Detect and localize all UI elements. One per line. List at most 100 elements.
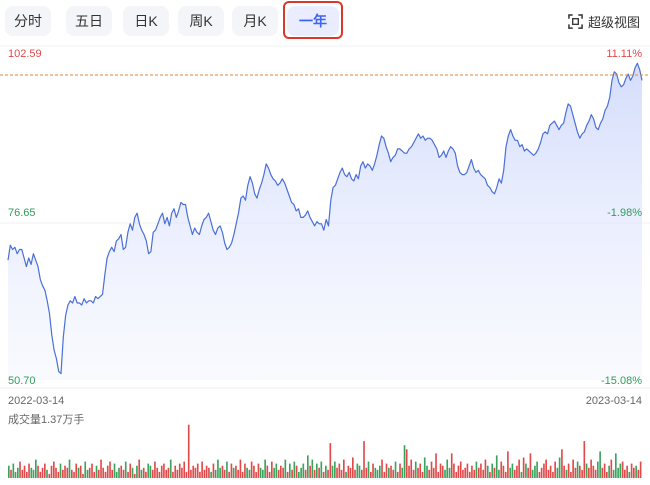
date-end-label: 2023-03-14 xyxy=(585,395,642,407)
volume-bar xyxy=(226,461,228,478)
volume-bar xyxy=(574,467,577,479)
volume-bar xyxy=(73,471,75,478)
volume-bar xyxy=(203,469,206,478)
volume-bar xyxy=(385,463,388,478)
volume-bar xyxy=(498,469,500,478)
volume-bar xyxy=(205,465,208,478)
tab-intraday[interactable]: 分时 xyxy=(5,6,51,36)
tab-monthly-k[interactable]: 月K xyxy=(232,6,278,36)
volume-bar xyxy=(120,465,123,478)
tab-one-year[interactable]: 一年 xyxy=(287,6,339,36)
volume-bar xyxy=(320,461,323,478)
volume-bar xyxy=(59,463,62,478)
volume-bar xyxy=(639,461,642,478)
volume-bar xyxy=(68,459,71,478)
volume-bar xyxy=(603,463,606,478)
volume-bar xyxy=(621,461,624,478)
volume-bar xyxy=(343,459,345,478)
volume-bar xyxy=(552,471,554,478)
tab-daily-k[interactable]: 日K xyxy=(123,6,169,36)
volume-bar xyxy=(304,469,307,478)
volume-bar xyxy=(448,467,451,479)
volume-bar xyxy=(309,465,311,478)
volume-bar xyxy=(401,467,404,479)
volume-bar xyxy=(280,465,282,478)
volume-bar xyxy=(21,469,24,478)
volume-bar xyxy=(100,459,102,478)
volume-bar xyxy=(268,471,271,478)
volume-bar xyxy=(390,465,392,478)
super-view-label: 超级视图 xyxy=(587,14,640,30)
volume-bar xyxy=(64,465,66,478)
volume-bar xyxy=(462,469,464,478)
volume-bar xyxy=(37,465,39,478)
volume-bar xyxy=(10,469,12,478)
volume-bar xyxy=(565,469,568,478)
volume-bar xyxy=(349,467,352,479)
volume-bar xyxy=(307,455,309,478)
volume-bar xyxy=(511,463,514,478)
volume-bar xyxy=(381,459,383,478)
volume-bar xyxy=(23,465,26,478)
volume-bar xyxy=(484,459,487,478)
volume-bar xyxy=(325,465,327,478)
volume-bar xyxy=(585,463,588,478)
volume-bar xyxy=(104,471,107,478)
volume-bar xyxy=(221,465,224,478)
volume-bar xyxy=(235,465,237,478)
volume-bar xyxy=(174,465,177,478)
volume-bar xyxy=(527,467,529,479)
super-view-button[interactable]: 超级视图 xyxy=(568,11,640,31)
volume-bar xyxy=(273,467,275,479)
volume-bar xyxy=(230,463,233,478)
volume-bar xyxy=(480,463,482,478)
volume-bar xyxy=(612,469,615,478)
volume-bar xyxy=(365,467,368,479)
volume-bar xyxy=(376,469,379,478)
volume-bar xyxy=(588,467,590,479)
volume-bar xyxy=(28,463,30,478)
volume-bar xyxy=(545,459,547,478)
volume-bar xyxy=(239,459,242,478)
volume-bar xyxy=(466,463,469,478)
volume-bar xyxy=(453,463,455,478)
volume-bar xyxy=(536,461,538,478)
tab-weekly-k[interactable]: 周K xyxy=(178,6,224,36)
tab-five-day[interactable]: 五日 xyxy=(66,6,112,36)
volume-bar xyxy=(502,465,505,478)
volume-bar xyxy=(421,471,424,478)
volume-bar xyxy=(473,469,476,478)
volume-bar xyxy=(543,463,545,478)
volume-bar xyxy=(347,465,350,478)
volume-bar xyxy=(363,441,365,478)
volume-bar xyxy=(44,463,46,478)
price-high-label: 102.59 xyxy=(8,48,42,60)
volume-bar xyxy=(441,465,444,478)
volume-bar xyxy=(237,469,239,478)
volume-bar xyxy=(32,469,35,478)
volume-bar xyxy=(610,459,613,478)
volume-bar xyxy=(259,467,262,479)
volume-bar xyxy=(495,455,498,478)
volume-bar xyxy=(432,467,435,479)
volume-bar xyxy=(300,467,302,479)
volume-bar xyxy=(282,467,284,479)
volume-bar xyxy=(471,465,473,478)
volume-bar xyxy=(95,465,98,478)
volume-bar xyxy=(136,465,138,478)
volume-bar xyxy=(538,471,541,478)
volume-bar xyxy=(392,469,395,478)
volume-bar xyxy=(142,467,145,479)
volume-bar xyxy=(232,467,235,479)
volume-bar xyxy=(435,453,437,478)
volume-bar xyxy=(181,467,183,479)
volume-bar xyxy=(529,453,532,478)
volume-bar xyxy=(266,465,269,478)
volume-bar xyxy=(118,467,120,479)
volume-bar xyxy=(379,465,381,478)
volume-bar xyxy=(590,459,592,478)
volume-bar xyxy=(208,467,210,479)
volume-bar xyxy=(522,457,525,478)
volume-bar xyxy=(55,467,57,479)
volume-bar xyxy=(507,451,509,478)
